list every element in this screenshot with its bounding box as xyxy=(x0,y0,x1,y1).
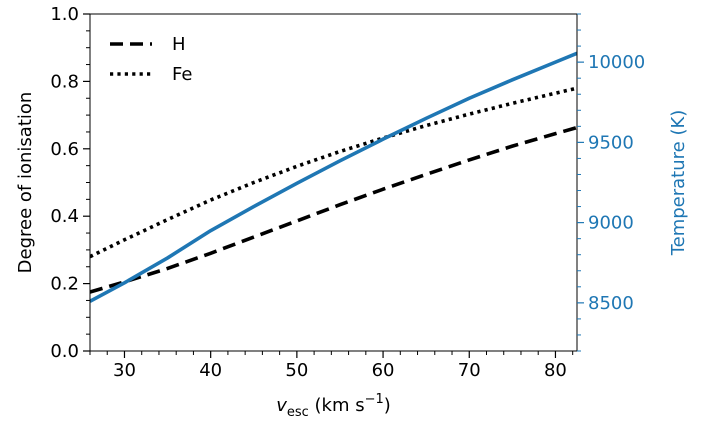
y-right-tick-label: 9000 xyxy=(588,213,634,234)
x-axis-label: vesc (km s−1) xyxy=(276,392,391,418)
axes-layer: 30 40 50 60 70 80 0.0 0.2 0.4 0.6 0.8 1.0 8500 9000 95… xyxy=(15,4,689,420)
legend-label-h: H xyxy=(172,34,186,55)
y-right-axis-label: Temperature (K) xyxy=(668,110,689,257)
series-line-fe xyxy=(90,86,577,259)
y-right-tick-label: 8500 xyxy=(588,293,634,314)
series-line-temperature xyxy=(90,51,577,303)
legend-label-fe: Fe xyxy=(172,64,192,85)
x-axis-label-symbol: v xyxy=(276,395,287,416)
x-axis-label-subscript: esc xyxy=(287,405,309,418)
x-axis-label-units-close: ) xyxy=(384,395,391,416)
y-left-tick-label: 1.0 xyxy=(50,4,79,25)
x-axis-label-units: (km s xyxy=(309,395,365,416)
y-right-tick-label: 9500 xyxy=(588,132,634,153)
x-tick-label: 70 xyxy=(458,360,481,381)
y-left-tick-label: 0.4 xyxy=(50,206,79,227)
x-tick-label: 60 xyxy=(372,360,395,381)
y-right-tick-label: 10000 xyxy=(588,52,645,73)
legend: H Fe xyxy=(110,34,192,85)
series-line-h xyxy=(90,125,577,294)
x-tick-label: 80 xyxy=(544,360,567,381)
x-tick-label: 30 xyxy=(113,360,136,381)
y-left-tick-label: 0.8 xyxy=(50,71,79,92)
y-left-tick-label: 0.0 xyxy=(50,341,79,362)
y-left-axis-label: Degree of ionisation xyxy=(15,92,36,274)
y-left-tick-label: 0.6 xyxy=(50,139,79,160)
x-tick-label: 40 xyxy=(199,360,222,381)
plot-layer xyxy=(90,51,577,303)
x-tick-label: 50 xyxy=(285,360,308,381)
y-left-tick-label: 0.2 xyxy=(50,274,79,295)
x-axis-label-exponent: −1 xyxy=(365,392,384,407)
